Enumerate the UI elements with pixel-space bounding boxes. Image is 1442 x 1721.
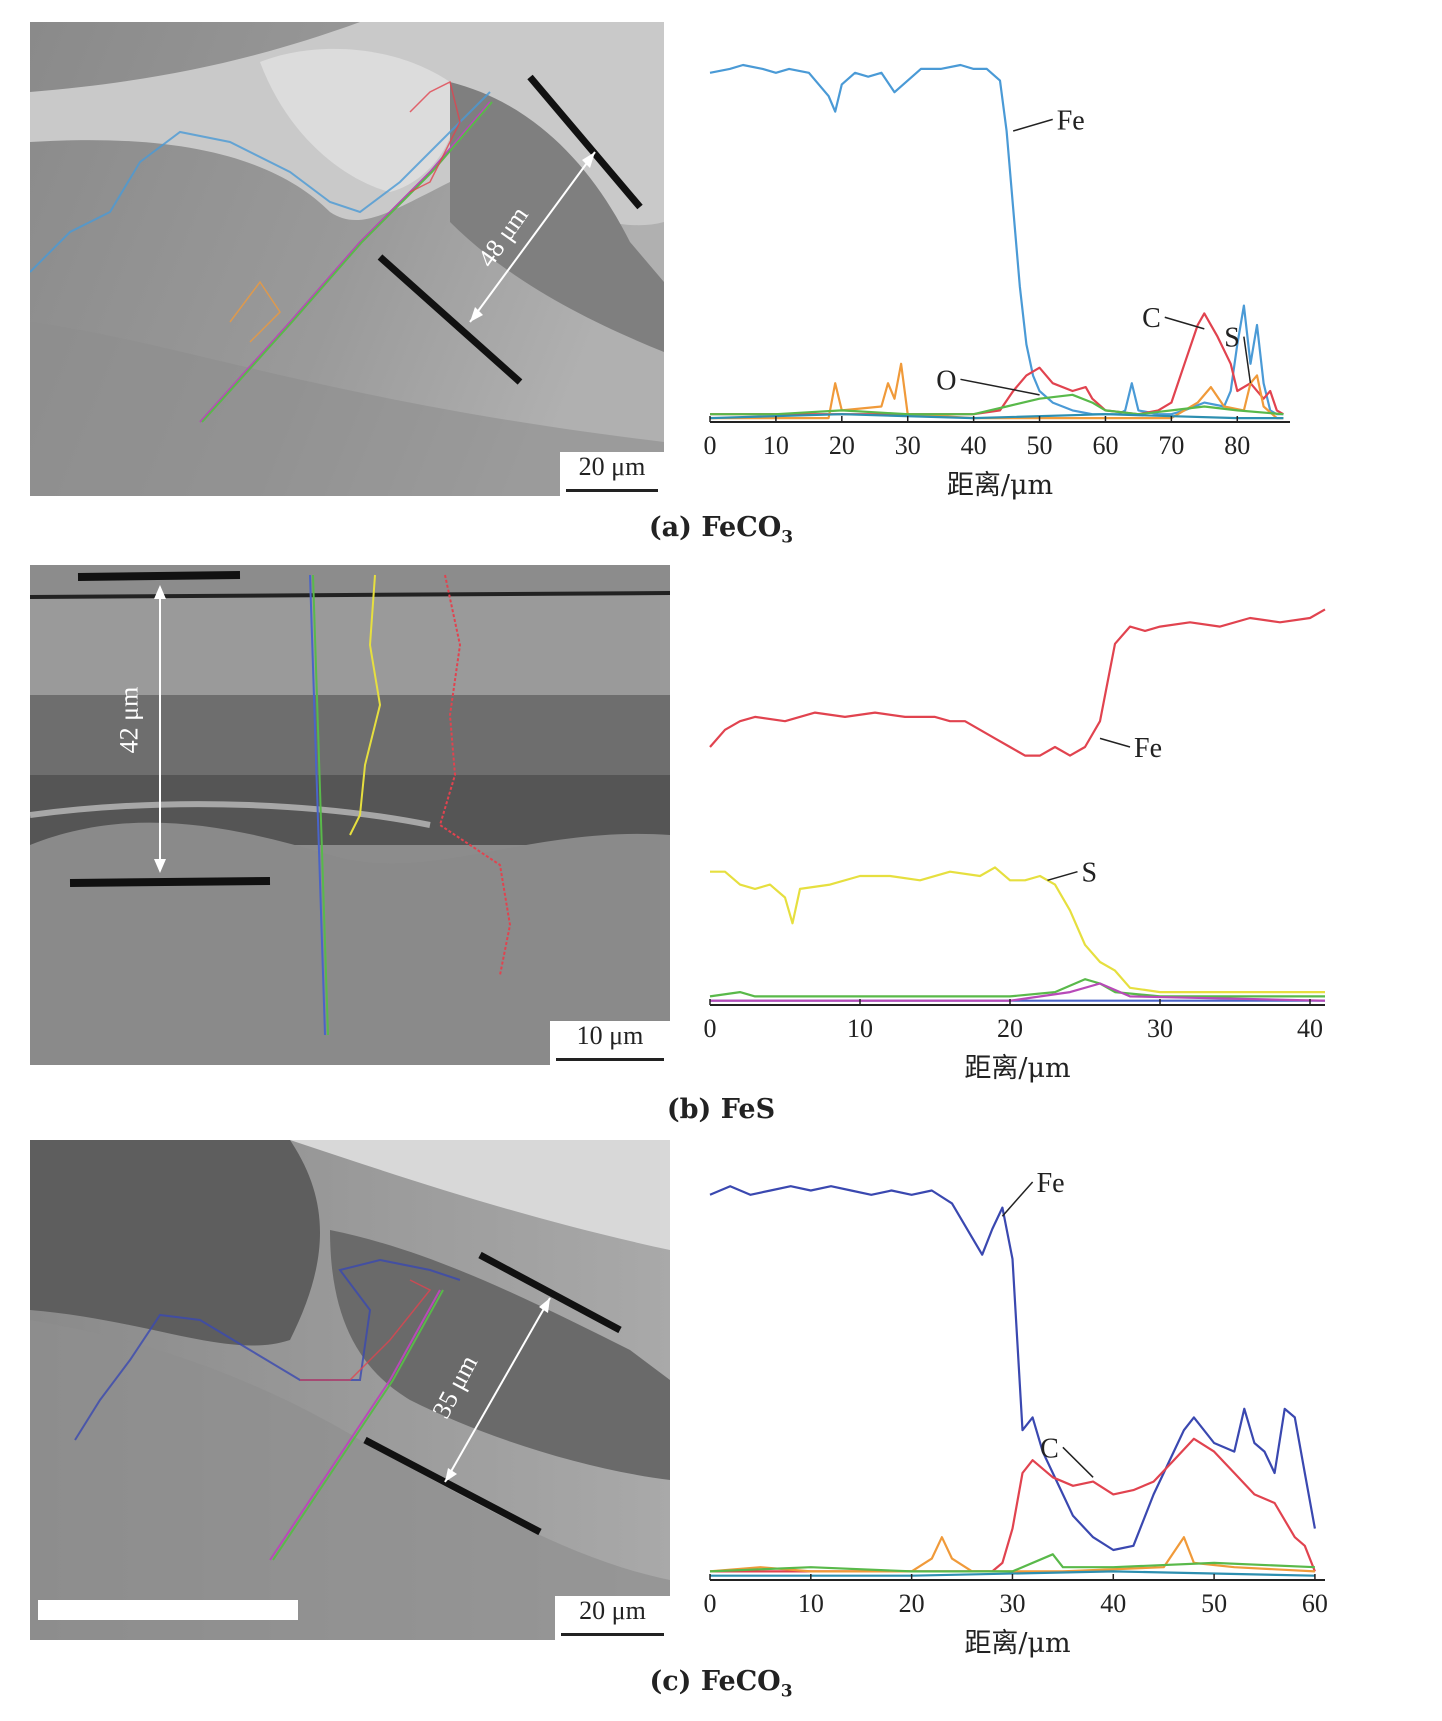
caption-a: (a) FeCO3 xyxy=(0,512,1442,547)
x-axis-label: 距离/μm xyxy=(964,1628,1070,1659)
series-line-trace-2 xyxy=(709,1536,1315,1573)
series-line-fe xyxy=(709,608,1326,757)
chart-svg: 0 10 20 30 40 距离/μm Fe S xyxy=(704,608,1326,1084)
x-tick-label: 0 xyxy=(704,431,717,460)
line-chart-b: 0 10 20 30 40 距离/μm Fe S xyxy=(690,565,1390,1085)
line-chart-c: 0 10 20 30 40 50 60 距离/μm Fe C xyxy=(690,1140,1390,1660)
x-tick-label: 10 xyxy=(847,1014,873,1043)
annotation-label-c: C xyxy=(1040,1433,1059,1464)
caption-c-sub: 3 xyxy=(780,1681,793,1702)
sem-image-a: 48 μm 20 μm xyxy=(30,22,664,496)
scale-bar-a: 20 μm xyxy=(560,452,664,496)
annotation-leader xyxy=(1099,737,1131,748)
series-line-o xyxy=(710,393,1284,416)
scale-bar-line-b xyxy=(556,1058,664,1061)
x-tick-label: 20 xyxy=(997,1014,1023,1043)
series-line-trace-4 xyxy=(710,982,1326,1002)
x-tick-label: 50 xyxy=(1027,431,1053,460)
series-line-s xyxy=(710,866,1325,994)
caption-c: (c) FeCO3 xyxy=(0,1666,1442,1701)
annotation-label-o: O xyxy=(936,365,956,396)
annotation-leader xyxy=(1012,118,1053,132)
annotation-label-s: S xyxy=(1082,858,1098,889)
annotation-leader xyxy=(1047,870,1078,882)
caption-c-text: (c) FeCO xyxy=(649,1666,781,1697)
x-tick-label: 0 xyxy=(704,1014,717,1043)
x-tick-label: 60 xyxy=(1302,1589,1328,1618)
scale-bar-c: 20 μm xyxy=(555,1596,670,1640)
x-tick-label: 0 xyxy=(704,1589,717,1618)
series-line-fe xyxy=(709,63,1284,416)
x-tick-label: 70 xyxy=(1158,431,1184,460)
x-tick-label: 60 xyxy=(1092,431,1118,460)
x-tick-label: 20 xyxy=(829,431,855,460)
x-axis-label: 距离/μm xyxy=(947,470,1053,501)
caption-a-sub: 3 xyxy=(781,527,794,548)
x-tick-label: 40 xyxy=(1100,1589,1126,1618)
annotation-leader xyxy=(1062,1446,1094,1478)
annotation-leader xyxy=(960,378,1040,396)
scale-bar-b: 10 μm xyxy=(550,1021,670,1065)
annotation-label-fe: Fe xyxy=(1134,733,1162,764)
scale-bar-line-c xyxy=(561,1633,664,1636)
x-tick-label: 30 xyxy=(895,431,921,460)
line-chart-a: 0 10 20 30 40 50 60 70 80 距离/μm Fe C S O xyxy=(690,22,1390,502)
x-tick-label: 30 xyxy=(1147,1014,1173,1043)
annotation-leader xyxy=(1243,336,1252,384)
series-line-fe xyxy=(709,1185,1316,1552)
scale-bar-label-c: 20 μm xyxy=(579,1596,646,1625)
scale-bar-label-a: 20 μm xyxy=(578,452,646,481)
sem-image-b: 42 μm 10 μm xyxy=(30,565,670,1065)
x-tick-label: 30 xyxy=(999,1589,1025,1618)
caption-a-text: (a) FeCO xyxy=(648,512,782,543)
annotation-label-c: C xyxy=(1142,303,1161,334)
series-line-c xyxy=(710,312,1284,416)
x-tick-label: 50 xyxy=(1201,1589,1227,1618)
x-tick-label: 10 xyxy=(798,1589,824,1618)
x-tick-label: 40 xyxy=(961,431,987,460)
annotation-leader xyxy=(1164,316,1205,330)
chart-svg: 0 10 20 30 40 50 60 距离/μm Fe C xyxy=(704,1168,1328,1659)
x-tick-label: 20 xyxy=(899,1589,925,1618)
scale-bar-label-b: 10 μm xyxy=(576,1021,644,1050)
sem-image-c: 35 μm 20 μm xyxy=(30,1140,670,1640)
annotation-label-fe: Fe xyxy=(1037,1168,1065,1199)
caption-b-text: (b) FeS xyxy=(666,1094,776,1125)
x-tick-label: 40 xyxy=(1297,1014,1323,1043)
series-line-c xyxy=(710,1437,1316,1573)
annotation-label-s: S xyxy=(1224,323,1240,354)
x-axis-label: 距离/μm xyxy=(964,1053,1070,1084)
x-tick-label: 10 xyxy=(763,431,789,460)
scale-bar-line-a xyxy=(566,489,658,492)
x-tick-label: 80 xyxy=(1224,431,1250,460)
measure-label-b: 42 μm xyxy=(114,686,144,754)
annotation-label-fe: Fe xyxy=(1057,105,1085,136)
chart-svg: 0 10 20 30 40 50 60 70 80 距离/μm Fe C S O xyxy=(704,63,1290,501)
annotation-leader xyxy=(1001,1181,1034,1217)
series-line-trace-2 xyxy=(709,978,1325,998)
caption-b: (b) FeS xyxy=(0,1094,1442,1129)
series-line-trace-3 xyxy=(709,1553,1315,1573)
